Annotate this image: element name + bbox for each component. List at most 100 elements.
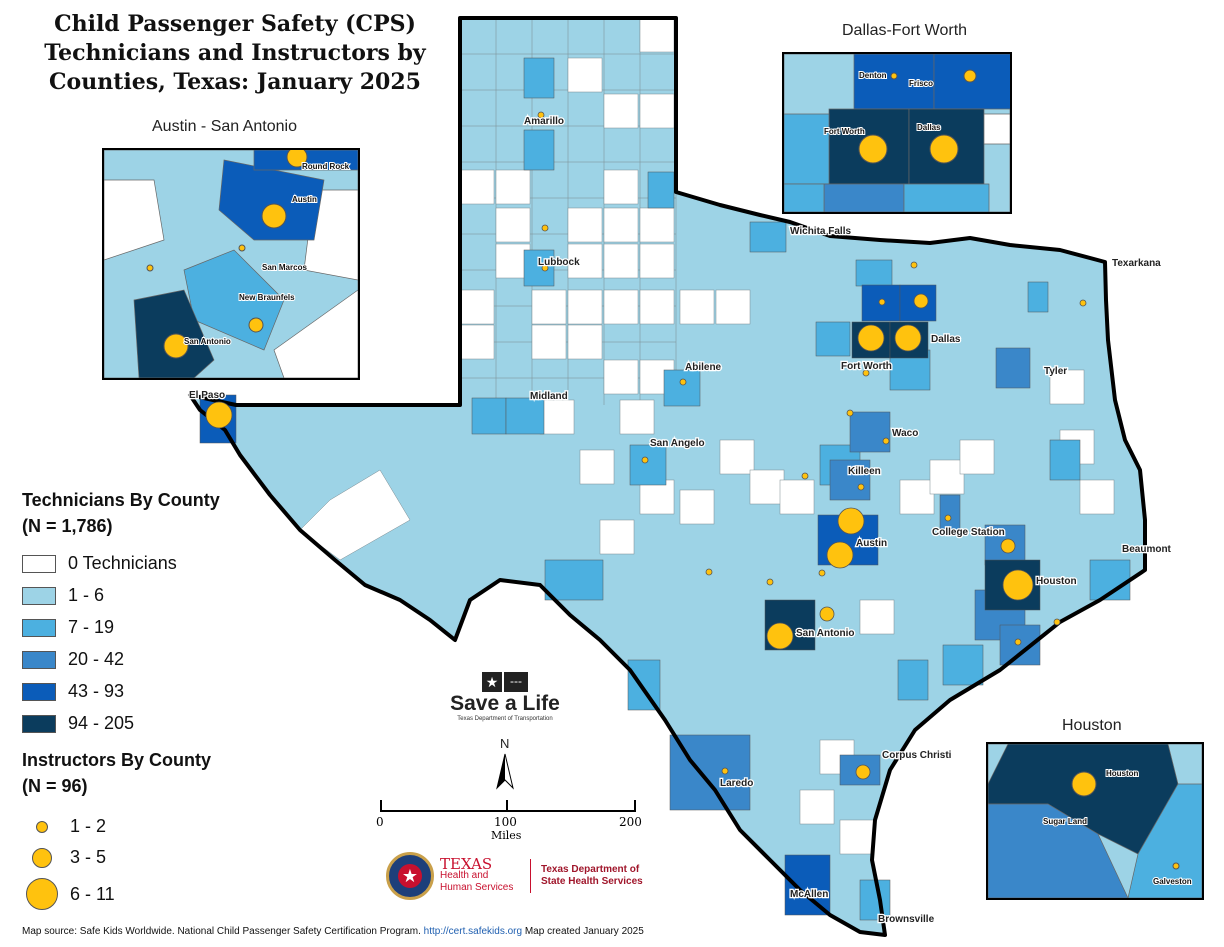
legend-instructors-title: Instructors By County (N = 96) [22,747,211,799]
instructor-dot [541,264,549,272]
county-zero-technicians [531,324,567,360]
city-label: Beaumont [1122,544,1172,555]
legend-item: 20 - 42 [22,649,124,670]
legend-swatch [22,714,56,733]
hhs-dshs-logo: ★ TEXAS Health and Human Services Texas … [386,852,656,900]
county-zero-technicians [639,243,675,279]
city-label: Fort Worth [841,361,892,372]
county-colored [647,171,675,209]
instructor-dot [766,622,794,650]
flag-icon: ★ --- [482,672,528,692]
city-label: Abilene [685,362,722,373]
county-colored [784,854,831,916]
county-colored [995,347,1031,389]
county-colored [663,369,701,407]
legend-label: 43 - 93 [68,681,125,701]
legend-n: (N = 1,786) [22,516,113,536]
instructor-dot [910,261,918,269]
inset-city-label: Houston [1106,769,1139,778]
legend-swatch [22,618,56,637]
instructor-dot [882,437,890,445]
inset-dallas-fort-worth: Denton Frisco Fort Worth Dallas [782,52,1012,214]
map-footer: Map source: Safe Kids Worldwide. Nationa… [22,926,644,937]
north-arrow-icon [496,753,514,790]
inset-title-dfw: Dallas-Fort Worth [842,22,968,39]
county-colored [859,879,891,921]
instructor-dot [146,264,154,272]
county-zero-technicians [459,289,495,325]
county-zero-technicians [749,469,785,505]
city-label: Amarillo [524,116,564,127]
instructor-dot [163,333,189,359]
county-zero-technicians [531,289,567,325]
legend-label: 0 Technicians [68,553,177,573]
logo-subtext: Health and Human Services [440,870,514,893]
instructor-dot [890,72,898,80]
instructor-dot [286,150,308,168]
instructor-dot [819,606,835,622]
county-zero-technicians [599,519,635,555]
inset-title-austin: Austin - San Antonio [152,118,297,135]
legend-label: 20 - 42 [68,649,125,669]
county-zero-technicians [679,489,715,525]
inset-city-label: Austin [292,195,317,204]
footer-source: Map source: Safe Kids Worldwide. Nationa… [22,926,421,937]
inset-county [273,289,358,378]
footer-created: Map created January 2025 [524,926,644,937]
county-colored [505,397,545,435]
legend-title: Instructors By County [22,750,212,770]
city-label: College Station [932,527,1005,538]
county-colored [897,659,929,701]
county-colored [942,644,984,686]
county-zero-technicians [639,479,675,515]
county-zero-technicians [567,289,603,325]
title-line: Child Passenger Safety (CPS) [54,11,416,37]
county-zero-technicians [839,819,875,855]
instructor-dot [1071,771,1097,797]
footer-link[interactable]: http://cert.safekids.org [423,926,523,937]
county-colored [627,659,661,711]
instructor-dot [846,409,854,417]
inset-city-label: Dallas [917,123,941,132]
instructor-dot [679,378,687,386]
county-zero-technicians [639,93,675,129]
instructor-dot [1079,299,1087,307]
city-label: Texarkana [1112,258,1161,269]
legend-item: 3 - 5 [22,847,106,868]
county-zero-technicians [619,399,655,435]
inset-city-label: San Marcos [262,263,307,272]
instructor-dot [878,298,886,306]
scale-unit: Miles [491,829,522,842]
inset-county [903,183,990,212]
instructor-dot [944,514,952,522]
county-zero-technicians [603,243,639,279]
county-zero-technicians [567,324,603,360]
city-label: San Antonio [796,628,855,639]
dshs-text: Texas Department of State Health Service… [541,864,643,887]
county-zero-technicians [567,243,603,279]
city-label: Lubbock [538,257,580,268]
county-zero-technicians [299,469,411,561]
instructor-dot-icon [32,847,52,868]
instructor-dot [1002,569,1034,601]
instructor-dot [541,224,549,232]
instructor-dot [801,472,809,480]
instructor-dot [929,134,959,164]
inset-houston: Houston Sugar Land Galveston [986,742,1204,900]
instructor-dot [894,324,922,352]
legend-swatch [22,554,56,573]
county-zero-technicians [603,169,639,205]
legend-swatch [22,650,56,669]
legend-item: 43 - 93 [22,681,124,702]
city-label: Austin [856,538,887,549]
instructor-layer [205,111,1087,780]
city-label: Tyler [1044,366,1067,377]
inset-city-label: New Braunfels [239,293,295,302]
inset-city-label: Galveston [1153,877,1192,886]
logo-text: Save a Life [450,692,560,715]
inset-city-label: Sugar Land [1043,817,1087,826]
city-label: El Paso [189,390,225,401]
instructor-dot [261,203,287,229]
